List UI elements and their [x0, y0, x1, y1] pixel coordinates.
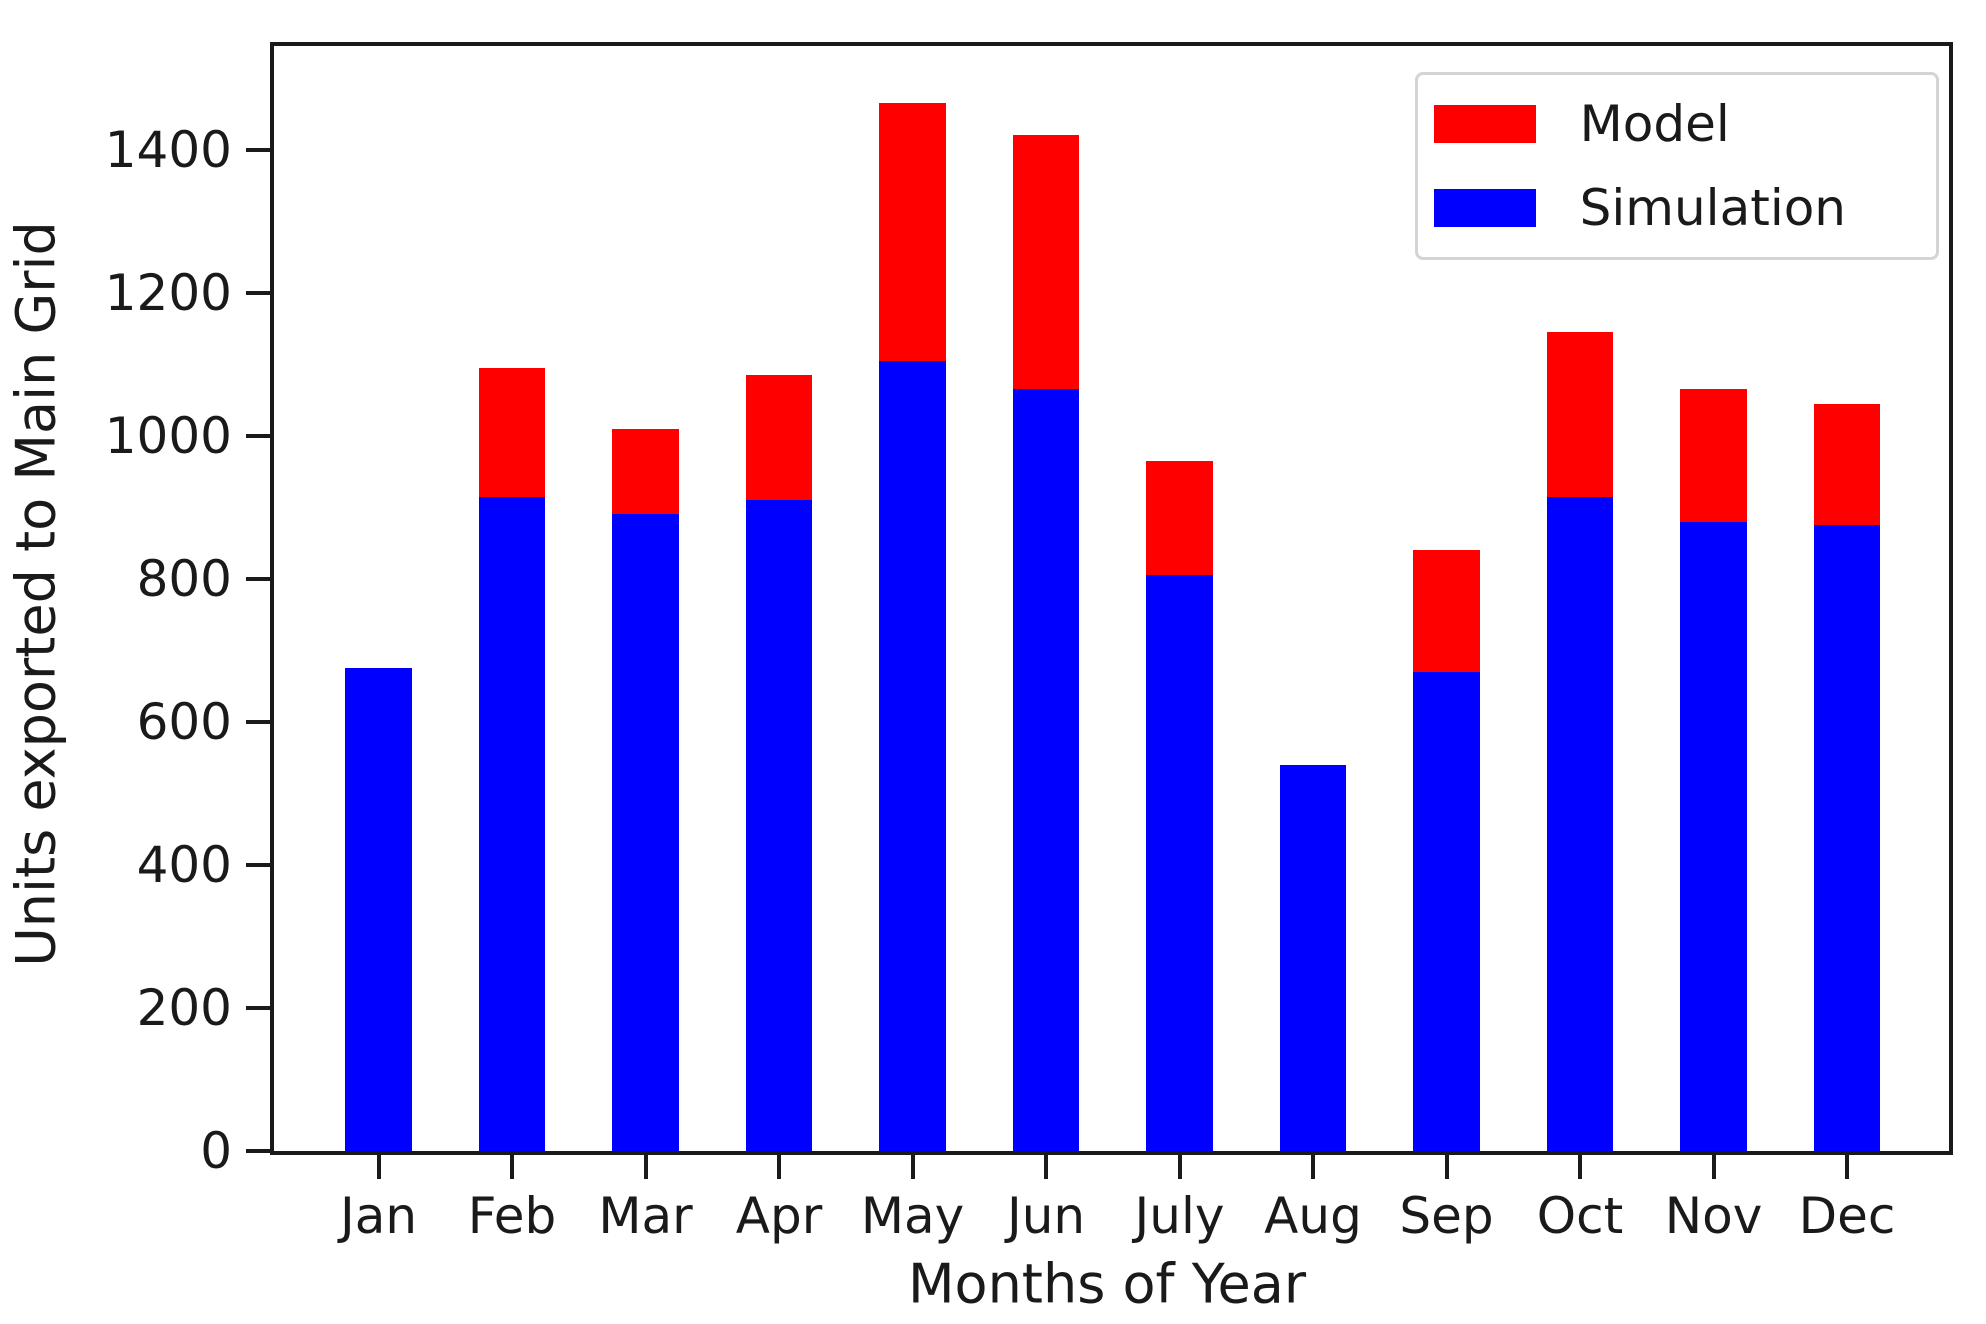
bar-july-simulation — [1146, 575, 1213, 1151]
x-tick-mark — [643, 1155, 648, 1179]
x-tick-label-mar: Mar — [598, 1187, 693, 1245]
legend-entry-model: Model — [1433, 95, 1846, 153]
x-tick-mark — [1311, 1155, 1315, 1179]
x-tick-label-july: July — [1134, 1187, 1225, 1245]
bar-mar-model — [612, 428, 679, 515]
legend-swatch-simulation — [1433, 189, 1536, 227]
y-tick-label: 600 — [136, 692, 232, 751]
y-tick-mark — [246, 433, 270, 438]
bar-feb-simulation — [478, 496, 546, 1151]
y-tick-label: 1200 — [104, 263, 232, 322]
y-tick-label: 1400 — [104, 120, 232, 179]
bar-feb-model — [478, 367, 546, 497]
legend-swatch-model — [1433, 105, 1536, 143]
bar-may-simulation — [879, 360, 946, 1151]
x-tick-label-apr: Apr — [735, 1187, 823, 1245]
bar-jun-model — [1012, 135, 1080, 390]
y-tick-label: 400 — [136, 835, 232, 894]
bar-nov-model — [1680, 389, 1747, 522]
x-tick-label-may: May — [860, 1187, 965, 1245]
x-tick-mark — [1044, 1155, 1049, 1179]
x-tick-label-dec: Dec — [1798, 1187, 1896, 1245]
bar-oct-simulation — [1546, 496, 1614, 1151]
x-tick-mark — [1177, 1155, 1182, 1179]
y-tick-label: 200 — [136, 978, 232, 1037]
x-tick-label-nov: Nov — [1664, 1187, 1763, 1245]
bar-dec-model — [1813, 403, 1881, 526]
x-tick-mark — [376, 1155, 381, 1179]
bar-aug-simulation — [1279, 764, 1347, 1151]
x-tick-mark — [1845, 1155, 1849, 1179]
x-tick-label-aug: Aug — [1264, 1187, 1362, 1245]
bar-nov-simulation — [1680, 521, 1747, 1151]
bar-apr-model — [745, 375, 813, 501]
x-tick-mark — [1578, 1155, 1582, 1179]
bar-july-model — [1146, 460, 1213, 576]
bar-mar-simulation — [612, 514, 679, 1151]
legend-label: Model — [1579, 95, 1730, 153]
bar-jun-simulation — [1012, 389, 1080, 1151]
bar-dec-simulation — [1813, 525, 1881, 1151]
x-tick-mark — [510, 1155, 515, 1179]
bar-sep-model — [1413, 550, 1480, 672]
y-tick-mark — [246, 290, 270, 295]
bar-apr-simulation — [745, 500, 813, 1151]
x-tick-mark — [910, 1155, 915, 1179]
x-tick-label-sep: Sep — [1399, 1187, 1494, 1245]
y-tick-label: 0 — [200, 1122, 232, 1180]
x-tick-mark — [777, 1155, 782, 1179]
y-tick-label: 1000 — [104, 406, 232, 465]
x-tick-mark — [1444, 1155, 1449, 1179]
legend-entry-simulation: Simulation — [1433, 179, 1846, 237]
bar-jan-simulation — [345, 668, 412, 1151]
x-axis-title: Months of Year — [907, 1252, 1307, 1316]
y-tick-mark — [246, 862, 270, 867]
x-tick-label-feb: Feb — [467, 1187, 557, 1245]
y-tick-mark — [246, 1005, 270, 1010]
bar-oct-model — [1546, 332, 1614, 497]
y-tick-mark — [246, 1149, 270, 1153]
y-tick-mark — [246, 719, 270, 724]
legend-label: Simulation — [1579, 179, 1846, 237]
y-tick-mark — [246, 147, 270, 152]
x-tick-label-oct: Oct — [1536, 1187, 1624, 1245]
x-tick-label-jan: Jan — [339, 1187, 418, 1245]
legend: Model Simulation — [1414, 72, 1939, 260]
bar-may-model — [879, 103, 946, 361]
y-axis-title: Units exported to Main Grid — [4, 221, 68, 967]
y-tick-mark — [246, 576, 270, 581]
plot-area: Model Simulation 0 200 400 600 800 1000 1200 140… — [105, 42, 1953, 1241]
bar-sep-simulation — [1413, 671, 1480, 1151]
y-tick-label: 800 — [136, 549, 232, 608]
x-tick-label-jun: Jun — [1006, 1187, 1086, 1245]
x-tick-mark — [1711, 1155, 1716, 1179]
